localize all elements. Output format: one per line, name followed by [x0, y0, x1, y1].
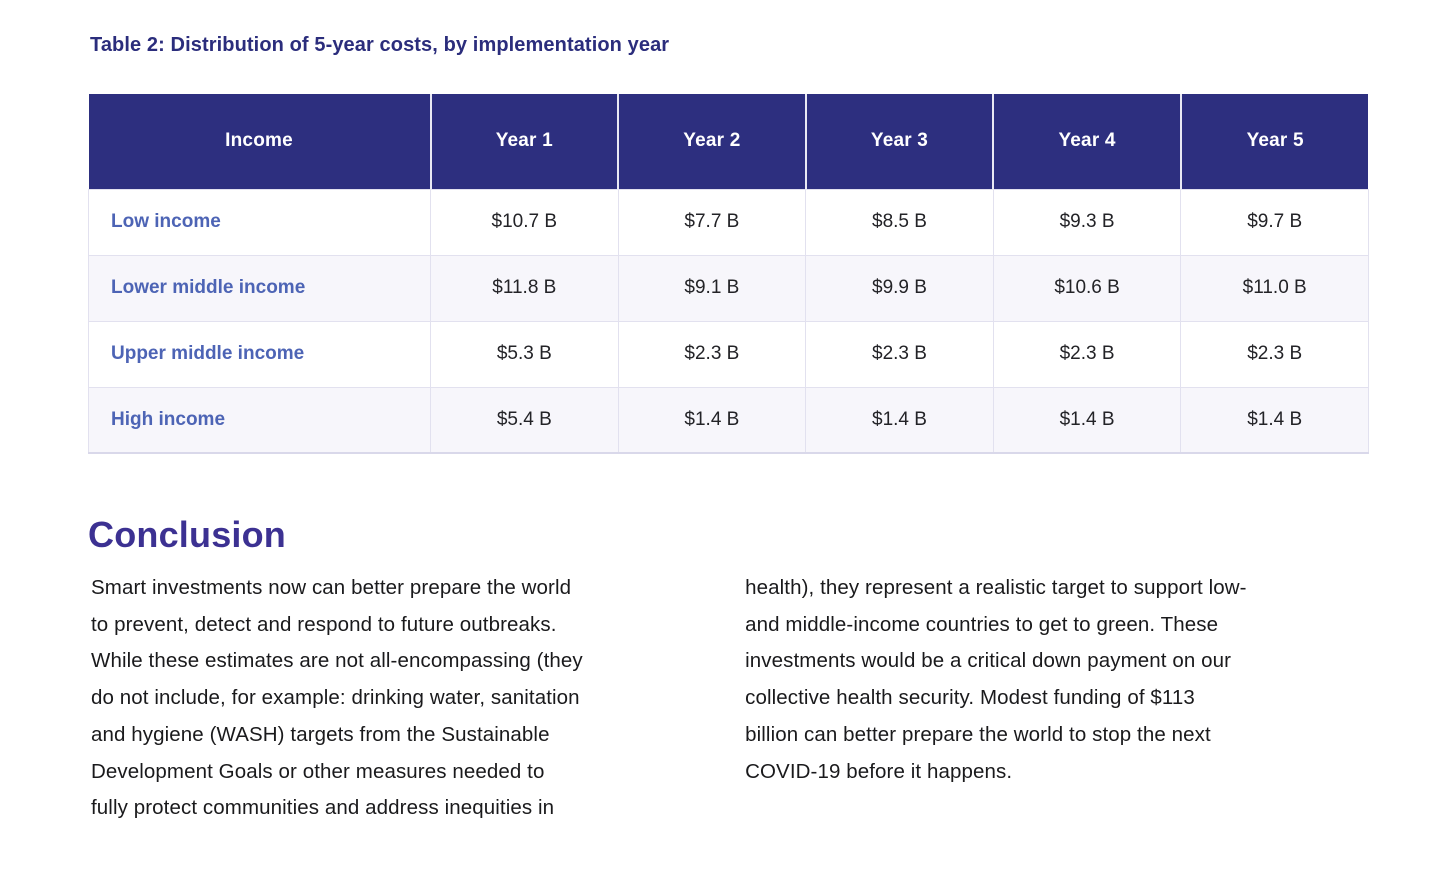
conclusion-body: Smart investments now can better prepare…: [91, 570, 1368, 827]
cost-cell: $11.8 B: [430, 254, 619, 322]
column-header-income: Income: [88, 94, 432, 189]
cost-cell: $2.3 B: [805, 320, 994, 388]
cost-cell: $5.3 B: [430, 320, 619, 388]
cost-cell: $10.7 B: [430, 188, 619, 256]
cost-cell: $9.1 B: [617, 254, 807, 322]
cost-cell: $1.4 B: [992, 386, 1182, 454]
table-header: Income Year 1 Year 2 Year 3 Year 4 Year …: [88, 94, 1369, 189]
cost-cell: $1.4 B: [1180, 386, 1369, 454]
cost-cell: $8.5 B: [805, 188, 994, 256]
column-header-year-1: Year 1: [430, 94, 620, 189]
cost-cell: $2.3 B: [1180, 320, 1369, 388]
column-header-year-3: Year 3: [805, 94, 995, 189]
cost-cell: $9.7 B: [1180, 188, 1369, 256]
column-header-year-2: Year 2: [618, 94, 807, 189]
cost-cell: $2.3 B: [617, 320, 807, 388]
table-row-upper-middle-income: Upper middle income $5.3 B $2.3 B $2.3 B…: [88, 320, 1369, 388]
cost-cell: $5.4 B: [430, 386, 619, 454]
cost-cell: $10.6 B: [992, 254, 1182, 322]
table-row-low-income: Low income $10.7 B $7.7 B $8.5 B $9.3 B …: [88, 188, 1369, 256]
header-row: Income Year 1 Year 2 Year 3 Year 4 Year …: [88, 94, 1369, 189]
conclusion-text-right: health), they represent a realistic targ…: [745, 576, 1247, 783]
income-link-upper-middle[interactable]: Upper middle income: [88, 320, 431, 388]
table-row-high-income: High income $5.4 B $1.4 B $1.4 B $1.4 B …: [88, 386, 1369, 454]
table-body: Low income $10.7 B $7.7 B $8.5 B $9.3 B …: [88, 188, 1369, 454]
conclusion-heading: Conclusion: [88, 514, 286, 555]
cost-cell: $1.4 B: [617, 386, 807, 454]
income-link-low[interactable]: Low income: [88, 188, 431, 256]
cost-cell: $7.7 B: [617, 188, 807, 256]
column-header-year-4: Year 4: [993, 94, 1182, 189]
cost-cell: $2.3 B: [992, 320, 1182, 388]
table-row-lower-middle-income: Lower middle income $11.8 B $9.1 B $9.9 …: [88, 254, 1369, 322]
cost-cell: $9.3 B: [992, 188, 1182, 256]
costs-table: Income Year 1 Year 2 Year 3 Year 4 Year …: [88, 94, 1369, 454]
cost-cell: $1.4 B: [805, 386, 994, 454]
cost-cell: $9.9 B: [805, 254, 994, 322]
income-link-high[interactable]: High income: [88, 386, 431, 454]
column-header-year-5: Year 5: [1180, 94, 1369, 189]
table-caption: Table 2: Distribution of 5-year costs, b…: [90, 34, 670, 56]
document-page: Table 2: Distribution of 5-year costs, b…: [88, 34, 1369, 827]
cost-cell: $11.0 B: [1180, 254, 1369, 322]
income-link-lower-middle[interactable]: Lower middle income: [88, 254, 431, 322]
conclusion-text-left: Smart investments now can better prepare…: [91, 576, 583, 820]
